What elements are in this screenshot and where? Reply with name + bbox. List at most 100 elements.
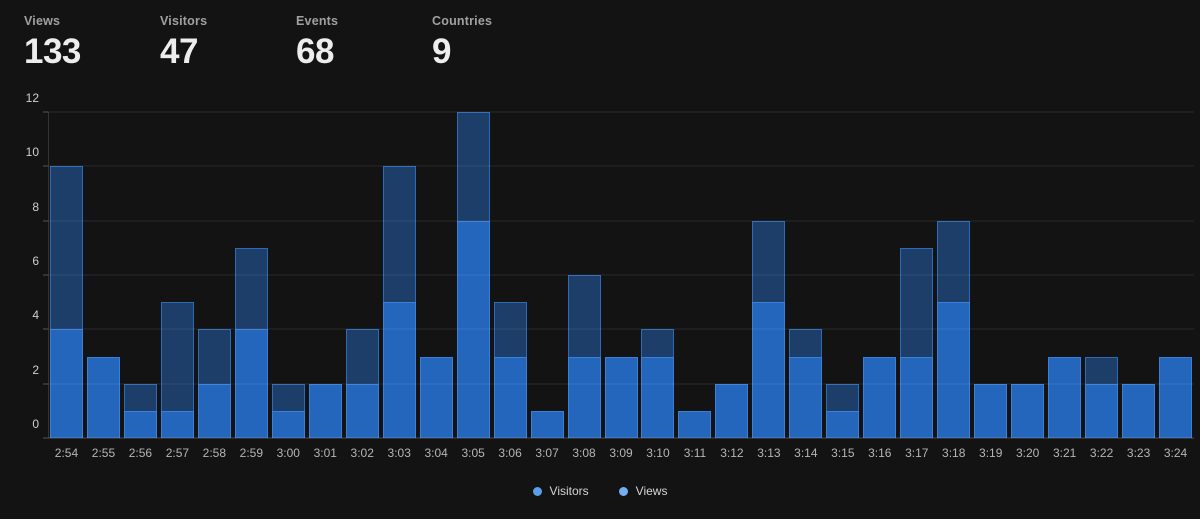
stat-countries-value: 9 (432, 32, 451, 71)
visitors-segment (493, 356, 527, 438)
bar-column-2:56 (122, 112, 159, 438)
bar-3:24[interactable] (1159, 112, 1193, 438)
bar-3:05[interactable] (456, 112, 490, 438)
y-tick-label-8: 8 (32, 199, 39, 214)
bar-3:09[interactable] (604, 112, 638, 438)
bar-3:13[interactable] (752, 112, 786, 438)
bar-column-3:21 (1046, 112, 1083, 438)
stat-views-value: 133 (24, 32, 81, 71)
visitors-segment (900, 356, 934, 438)
bar-column-3:06 (492, 112, 529, 438)
bar-2:54[interactable] (49, 112, 83, 438)
bar-2:57[interactable] (160, 112, 194, 438)
bar-3:08[interactable] (567, 112, 601, 438)
stat-events-label: Events (296, 14, 339, 28)
chart-legend: Visitors Views (0, 484, 1200, 498)
stat-views: Views 133 (24, 14, 160, 69)
x-tick-label-3:07: 3:07 (535, 446, 559, 460)
bar-3:15[interactable] (826, 112, 860, 438)
x-tick-label-3:03: 3:03 (387, 446, 411, 460)
bar-3:07[interactable] (530, 112, 564, 438)
bar-column-3:01 (307, 112, 344, 438)
x-tick-label-3:15: 3:15 (831, 446, 855, 460)
views-segment (234, 247, 268, 330)
x-tick-label-3:13: 3:13 (757, 446, 781, 460)
x-tick-label-3:21: 3:21 (1052, 446, 1077, 460)
visitors-segment (456, 220, 490, 438)
bar-3:10[interactable] (641, 112, 675, 438)
visitors-segment (1048, 356, 1082, 438)
bar-column-2:59 (233, 112, 270, 438)
bar-3:02[interactable] (345, 112, 379, 438)
visitors-segment (604, 356, 638, 438)
bar-3:21[interactable] (1048, 112, 1082, 438)
x-tick-label-3:06: 3:06 (498, 446, 522, 460)
bar-3:22[interactable] (1085, 112, 1119, 438)
x-tick-label-3:04: 3:04 (424, 446, 448, 460)
x-tick-label-2:54: 2:54 (54, 446, 79, 460)
y-axis-line (48, 112, 49, 438)
x-tick-label-3:16: 3:16 (868, 446, 892, 460)
y-tick-label-10: 10 (25, 145, 39, 160)
x-tick-label-3:17: 3:17 (905, 446, 929, 460)
visitors-segment (345, 383, 379, 438)
bar-column-3:09 (603, 112, 640, 438)
bar-column-2:55 (85, 112, 122, 438)
y-tick-label-0: 0 (32, 417, 39, 431)
stat-events-value: 68 (296, 32, 334, 71)
bar-3:14[interactable] (789, 112, 823, 438)
y-tick-mark (43, 328, 48, 330)
bar-3:17[interactable] (900, 112, 934, 438)
bar-column-3:02 (344, 112, 381, 438)
y-tick-mark (43, 165, 48, 167)
legend-item-views[interactable]: Views (618, 484, 667, 498)
x-tick-label-3:11: 3:11 (683, 446, 707, 460)
bar-column-3:16 (861, 112, 898, 438)
visitors-dot-icon (532, 486, 542, 496)
x-tick-label-3:02: 3:02 (350, 446, 374, 460)
bar-2:56[interactable] (123, 112, 157, 438)
visitors-segment (1011, 383, 1045, 438)
visitors-segment (567, 356, 601, 438)
bar-column-3:04 (418, 112, 455, 438)
bar-3:12[interactable] (715, 112, 749, 438)
y-tick-mark (43, 274, 48, 276)
stats-row: Views 133 Visitors 47 Events 68 Countrie… (24, 14, 568, 69)
bar-column-3:13 (750, 112, 787, 438)
bar-3:16[interactable] (863, 112, 897, 438)
bar-3:01[interactable] (308, 112, 342, 438)
bar-3:19[interactable] (974, 112, 1008, 438)
bar-3:20[interactable] (1011, 112, 1045, 438)
x-tick-label-3:19: 3:19 (979, 446, 1003, 460)
bar-3:04[interactable] (419, 112, 453, 438)
bar-column-3:07 (529, 112, 566, 438)
views-segment (49, 166, 83, 330)
bar-3:03[interactable] (382, 112, 416, 438)
bar-3:06[interactable] (493, 112, 527, 438)
views-segment (197, 329, 231, 384)
bar-3:18[interactable] (937, 112, 971, 438)
bar-column-3:12 (713, 112, 750, 438)
bar-3:23[interactable] (1122, 112, 1156, 438)
stat-events: Events 68 (296, 14, 432, 69)
x-tick-label-3:20: 3:20 (1015, 446, 1040, 460)
legend-item-visitors[interactable]: Visitors (532, 484, 589, 498)
visitors-segment (641, 356, 675, 438)
visitors-segment (197, 383, 231, 438)
y-tick-label-12: 12 (25, 91, 39, 105)
y-tick-label-6: 6 (32, 254, 39, 268)
bar-2:55[interactable] (86, 112, 120, 438)
x-tick-label-3:05: 3:05 (461, 446, 485, 460)
views-segment (789, 329, 823, 357)
bar-2:58[interactable] (197, 112, 231, 438)
x-tick-label-3:18: 3:18 (942, 446, 966, 460)
x-tick-label-3:10: 3:10 (646, 446, 670, 460)
bar-2:59[interactable] (234, 112, 268, 438)
x-tick-label-3:14: 3:14 (794, 446, 818, 460)
views-segment (345, 329, 379, 384)
views-segment (271, 383, 305, 411)
bar-3:11[interactable] (678, 112, 712, 438)
x-tick-label-3:00: 3:00 (276, 446, 300, 460)
bar-3:00[interactable] (271, 112, 305, 438)
bar-column-3:19 (972, 112, 1009, 438)
